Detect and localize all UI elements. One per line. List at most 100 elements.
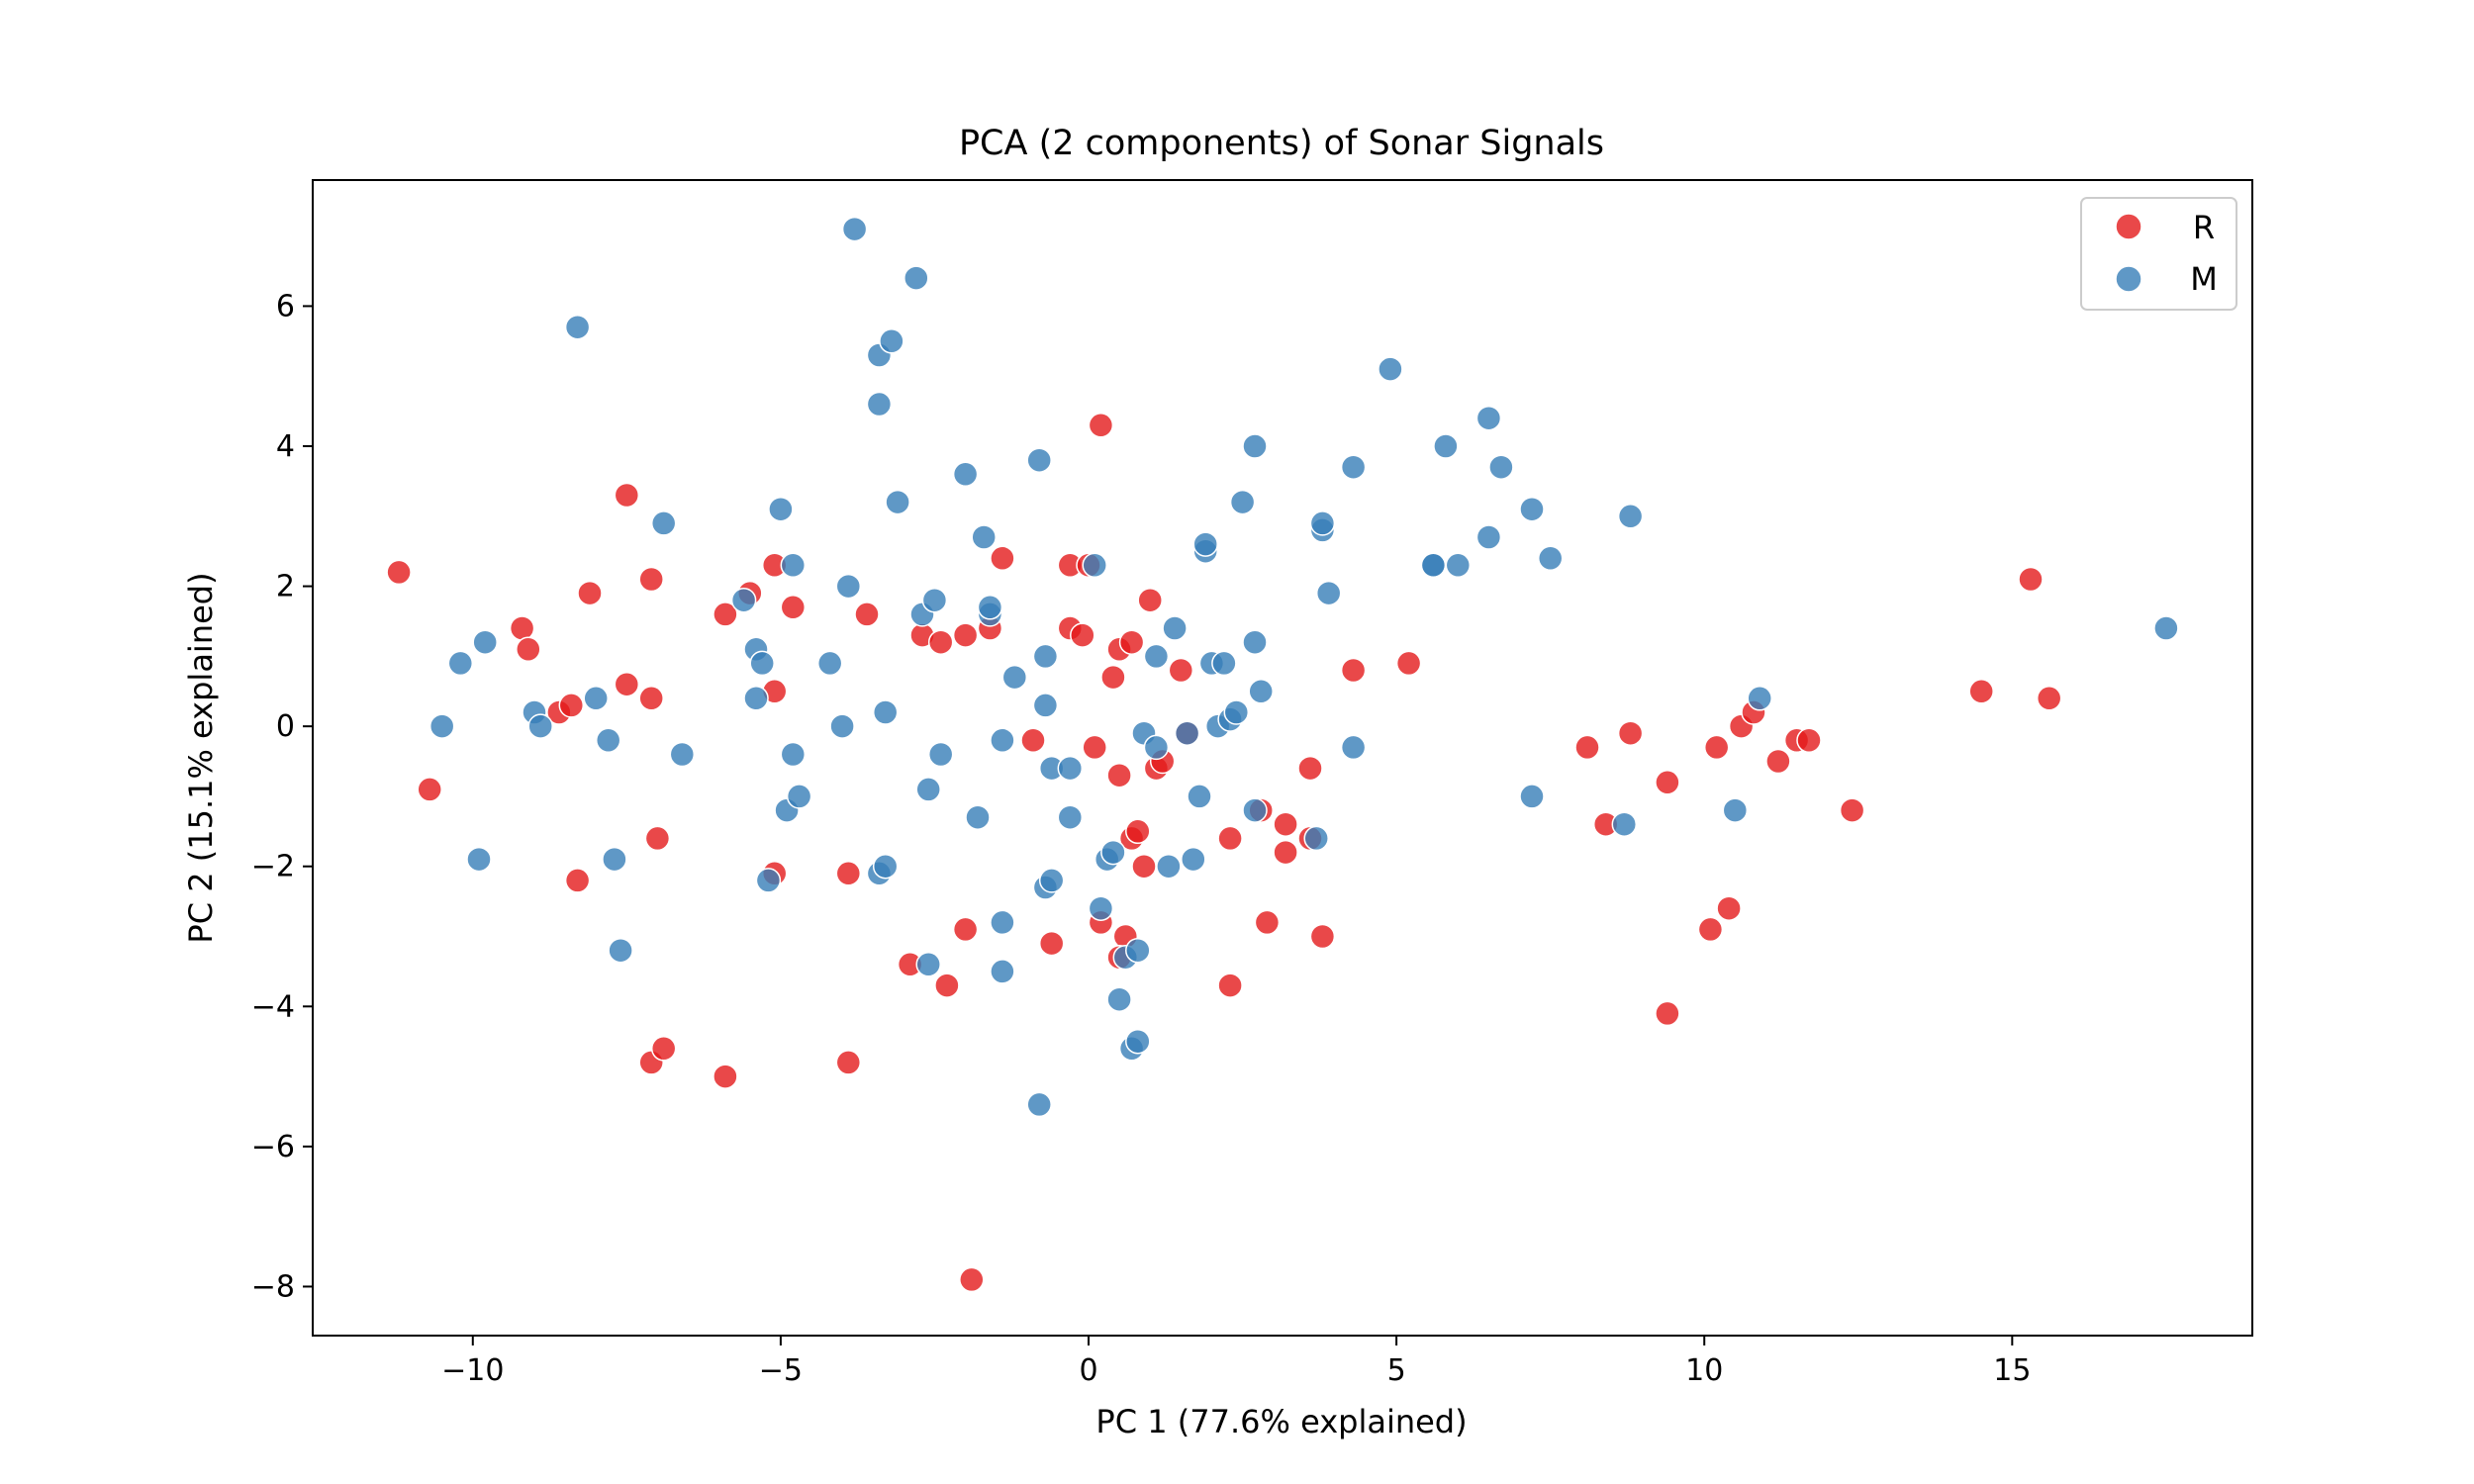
data-point-m-59 xyxy=(1088,895,1114,921)
data-point-m-40 xyxy=(952,461,979,488)
data-point-r-0 xyxy=(386,559,412,586)
data-point-r-6 xyxy=(564,868,591,893)
data-point-m-96 xyxy=(1433,433,1459,459)
data-point-r-2 xyxy=(509,615,535,641)
data-point-m-42 xyxy=(971,524,997,550)
data-point-m-55 xyxy=(1026,1091,1052,1118)
data-point-m-18 xyxy=(768,496,794,522)
data-point-m-91 xyxy=(1340,454,1367,480)
x-tick-label: 5 xyxy=(1387,1353,1406,1388)
data-point-r-7 xyxy=(577,580,603,606)
data-point-r-14 xyxy=(650,1036,677,1062)
data-point-m-49 xyxy=(1026,447,1052,473)
data-point-r-35 xyxy=(1038,930,1065,957)
data-point-m-83 xyxy=(1242,433,1268,459)
data-point-m-3 xyxy=(472,629,498,655)
data-point-m-9 xyxy=(602,846,627,873)
data-point-m-99 xyxy=(1475,405,1502,431)
data-point-m-65 xyxy=(1125,1028,1151,1055)
x-axis-ticks: −10 −5 0 5 10 15 xyxy=(441,1336,2031,1388)
data-point-m-103 xyxy=(1537,545,1564,572)
data-point-m-51 xyxy=(1032,643,1059,670)
data-point-m-30 xyxy=(885,489,910,515)
data-point-m-89 xyxy=(1309,510,1336,536)
data-point-r-61 xyxy=(1273,811,1298,837)
data-point-r-22 xyxy=(835,861,862,886)
data-point-m-69 xyxy=(1143,643,1170,670)
data-point-m-108 xyxy=(2153,615,2179,641)
data-point-m-32 xyxy=(872,853,899,880)
data-point-m-36 xyxy=(921,587,948,613)
data-point-r-27 xyxy=(927,629,954,655)
data-point-m-82 xyxy=(1229,489,1256,515)
data-point-m-81 xyxy=(1223,699,1250,725)
data-point-r-49 xyxy=(1125,818,1151,845)
data-point-m-50 xyxy=(1032,693,1059,718)
data-point-r-72 xyxy=(1655,1000,1680,1027)
data-point-m-71 xyxy=(1162,615,1188,641)
data-point-r-73 xyxy=(1697,916,1724,943)
data-point-m-11 xyxy=(650,510,677,536)
data-point-m-105 xyxy=(1617,504,1644,529)
data-point-r-70 xyxy=(1617,720,1644,746)
y-tick-label: 6 xyxy=(276,289,295,324)
x-tick-label: −10 xyxy=(441,1353,504,1388)
data-point-m-90 xyxy=(1315,580,1342,606)
data-point-r-71 xyxy=(1655,770,1680,795)
data-point-m-104 xyxy=(1611,811,1638,837)
y-tick-label: −6 xyxy=(251,1130,295,1164)
data-point-r-29 xyxy=(952,622,979,648)
data-point-m-72 xyxy=(1174,720,1200,746)
data-point-m-13 xyxy=(730,587,757,613)
data-point-m-76 xyxy=(1192,531,1218,557)
data-point-m-29 xyxy=(879,328,904,354)
data-point-m-10 xyxy=(608,937,633,964)
data-point-m-12 xyxy=(669,741,696,768)
y-tick-label: −2 xyxy=(251,850,295,884)
data-point-m-87 xyxy=(1303,825,1329,852)
data-point-m-15 xyxy=(743,686,769,711)
data-point-m-46 xyxy=(990,909,1015,936)
data-point-m-56 xyxy=(1057,804,1084,830)
data-point-m-101 xyxy=(1519,496,1545,522)
data-point-r-84 xyxy=(2036,686,2062,711)
data-point-m-53 xyxy=(1038,868,1065,893)
data-point-r-1 xyxy=(417,777,442,802)
data-point-m-2 xyxy=(466,846,492,873)
data-point-m-24 xyxy=(829,713,855,739)
x-tick-label: −5 xyxy=(759,1353,803,1388)
data-points xyxy=(386,216,2179,1293)
data-point-r-66 xyxy=(1340,657,1367,684)
plot-frame xyxy=(312,179,2253,1337)
data-point-m-1 xyxy=(428,713,455,739)
data-point-r-31 xyxy=(990,545,1015,572)
data-point-r-52 xyxy=(1137,587,1163,613)
legend: R M xyxy=(2080,197,2237,311)
data-point-m-74 xyxy=(1187,784,1212,809)
data-point-m-97 xyxy=(1445,552,1472,579)
data-point-m-16 xyxy=(749,650,775,677)
data-point-r-16 xyxy=(713,1064,738,1089)
data-point-m-26 xyxy=(841,216,868,242)
data-point-r-23 xyxy=(835,1050,862,1075)
data-point-r-63 xyxy=(1297,755,1323,782)
data-point-r-68 xyxy=(1574,734,1600,761)
data-point-m-106 xyxy=(1722,797,1749,823)
data-point-m-92 xyxy=(1340,734,1367,761)
data-point-m-68 xyxy=(1143,734,1170,761)
data-point-m-22 xyxy=(786,784,812,809)
data-point-m-39 xyxy=(927,741,954,768)
data-point-m-73 xyxy=(1181,846,1206,873)
legend-marker-m xyxy=(2115,265,2142,293)
data-point-r-55 xyxy=(1168,657,1194,684)
data-point-r-78 xyxy=(1765,748,1791,775)
data-point-m-45 xyxy=(990,727,1015,754)
data-point-m-102 xyxy=(1519,784,1545,809)
data-point-r-21 xyxy=(780,595,807,620)
data-point-m-61 xyxy=(1100,839,1126,866)
data-point-m-21 xyxy=(780,741,807,768)
data-point-m-100 xyxy=(1488,454,1514,480)
data-point-m-48 xyxy=(1001,664,1028,691)
data-point-r-58 xyxy=(1217,973,1243,998)
y-axis-label: PC 2 (15.1% explained) xyxy=(182,572,220,943)
